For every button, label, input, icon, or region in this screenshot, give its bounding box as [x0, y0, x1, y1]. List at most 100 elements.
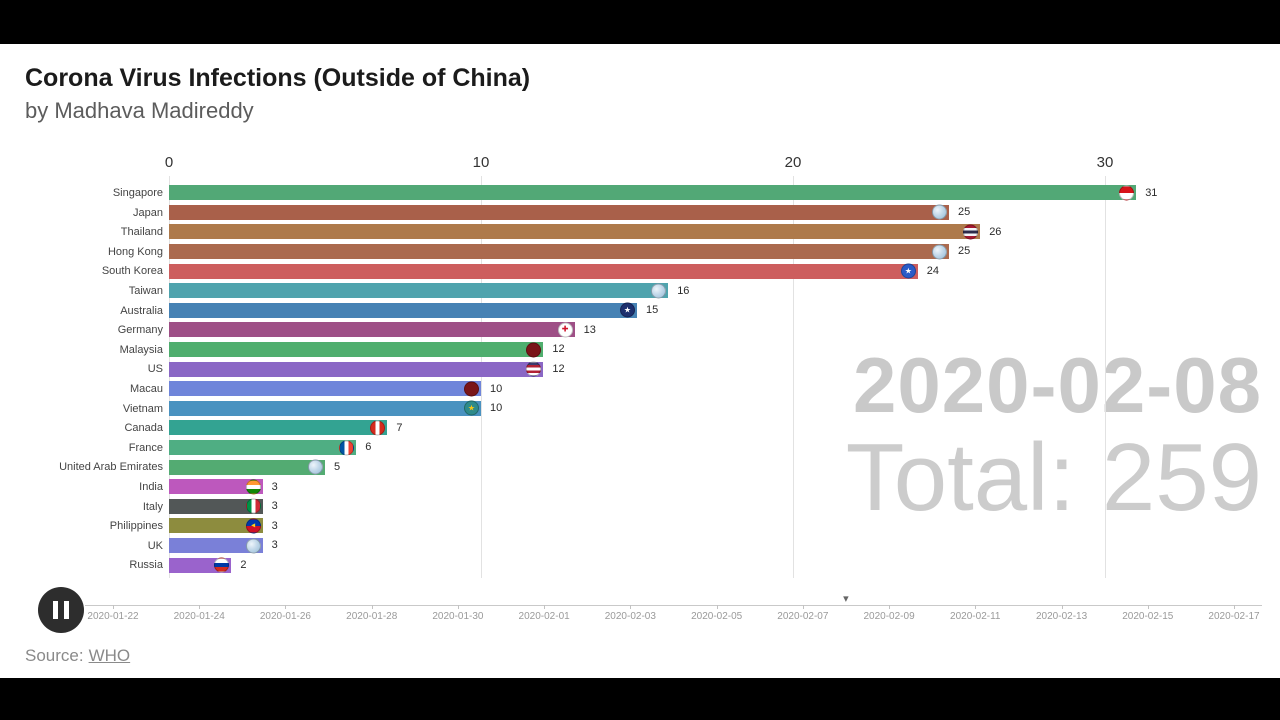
gridline — [1105, 176, 1106, 578]
timeline-date-label: 2020-01-30 — [432, 611, 484, 622]
bar-row: Australia ★ 15 — [0, 301, 1280, 321]
bar-row: Hong Kong 25 — [0, 242, 1280, 262]
bar-row: Philippines ◂ 3 — [0, 516, 1280, 536]
letterbox-bottom — [0, 678, 1280, 720]
timeline-tick — [544, 605, 546, 609]
pause-button[interactable] — [38, 587, 84, 633]
bar-chart: 0 10 20 30 Singapore 31 Japan 25 Thailand 26 Hong… — [0, 154, 1280, 634]
bar-row: Italy 3 — [0, 497, 1280, 517]
timeline-tick — [113, 605, 114, 609]
bar-row: Japan 25 — [0, 203, 1280, 223]
bar — [169, 204, 949, 220]
bar-value: 16 — [677, 284, 690, 297]
bar — [169, 244, 949, 260]
source-link[interactable]: WHO — [88, 646, 131, 665]
bar — [169, 361, 544, 377]
country-label: Canada — [124, 422, 163, 435]
bar — [169, 459, 325, 475]
flag-icon — [464, 381, 479, 397]
bar — [169, 557, 232, 573]
pause-icon — [53, 601, 69, 619]
bar-value: 3 — [271, 519, 278, 532]
flag-icon — [1119, 185, 1135, 201]
bar — [169, 498, 263, 514]
flag-icon — [963, 224, 979, 240]
timeline-date-label: 2020-01-24 — [173, 611, 225, 622]
gridline — [793, 176, 794, 578]
timeline-date-label: 2020-01-28 — [346, 611, 398, 622]
timeline-scrubber[interactable]: 2020-01-22 2020-01-24 2020-01-26 2020-01-28… — [85, 593, 1262, 638]
x-tick-label: 30 — [1096, 154, 1114, 171]
source-line: Source: WHO — [25, 646, 130, 666]
timeline-tick — [975, 605, 977, 609]
page-title: Corona Virus Infections (Outside of Chin… — [25, 64, 531, 92]
bar: ★ — [169, 400, 481, 416]
timeline-tick — [1147, 605, 1149, 609]
country-label: Italy — [142, 500, 163, 513]
flag-icon — [526, 342, 542, 358]
bar-value: 2 — [240, 558, 247, 571]
flag-icon — [245, 538, 261, 554]
flag-icon — [245, 498, 261, 514]
page-subtitle: by Madhava Madireddy — [25, 98, 254, 123]
bar — [169, 479, 263, 495]
bar-row: Malaysia 12 — [0, 340, 1280, 360]
total-label: Total: 259 — [845, 424, 1262, 531]
timeline-tick — [630, 605, 632, 609]
timeline-date-label: 2020-02-15 — [1122, 611, 1174, 622]
bar-value: 31 — [1145, 186, 1158, 199]
bar — [169, 420, 388, 436]
bar-value: 7 — [396, 421, 403, 434]
bar-value: 24 — [926, 264, 940, 277]
timeline-marker-icon[interactable]: ▾ — [843, 593, 849, 605]
country-label: Japan — [133, 206, 163, 219]
source-label: Source: — [25, 646, 84, 665]
bar-row: India 3 — [0, 477, 1280, 497]
flag-icon — [339, 440, 355, 456]
flag-icon: ★ — [464, 400, 479, 416]
bar-row: Thailand 26 — [0, 222, 1280, 242]
bar-row: Singapore 31 — [0, 183, 1280, 203]
timeline-date-label: 2020-01-22 — [87, 611, 139, 622]
bar-row: US 12 — [0, 359, 1280, 379]
country-label: Philippines — [109, 520, 163, 533]
bar-value: 13 — [583, 323, 596, 336]
gridline — [481, 176, 482, 578]
flag-icon: ★ — [900, 263, 916, 279]
flag-icon — [651, 283, 667, 299]
flag-icon — [932, 244, 947, 260]
timeline-tick — [889, 605, 891, 609]
country-label: US — [147, 363, 163, 376]
bar — [169, 538, 263, 554]
timeline-date-label: 2020-02-13 — [1036, 611, 1088, 622]
bar-value: 10 — [490, 382, 503, 395]
bar-row: South Korea ★ 24 — [0, 261, 1280, 281]
letterbox-top — [0, 0, 1280, 44]
bar-row: Germany ✚ 13 — [0, 320, 1280, 340]
bar-row: Vietnam ★ 10 — [0, 399, 1280, 419]
country-label: South Korea — [101, 265, 163, 278]
timeline-tick — [802, 605, 804, 609]
timeline-date-label: 2020-02-17 — [1208, 611, 1260, 622]
bar — [169, 381, 481, 397]
bar — [169, 224, 981, 240]
bar-value: 6 — [365, 441, 372, 454]
bar-row: Macau 10 — [0, 379, 1280, 399]
x-tick-label: 0 — [164, 154, 174, 171]
bar: ✚ — [169, 322, 575, 338]
bar: ★ — [169, 302, 637, 318]
flag-icon: ◂ — [245, 518, 261, 534]
timeline-date-label: 2020-02-05 — [691, 611, 743, 622]
bar-value: 12 — [552, 343, 565, 356]
flag-icon — [245, 479, 261, 495]
flag-icon: ★ — [620, 302, 635, 318]
bar — [169, 342, 544, 358]
flag-icon — [214, 557, 230, 573]
country-label: India — [139, 481, 163, 493]
country-label: Australia — [120, 304, 163, 317]
bar — [169, 185, 1137, 201]
bar-value: 26 — [989, 225, 1002, 238]
bar-value: 25 — [958, 245, 971, 258]
country-label: UK — [147, 539, 163, 552]
